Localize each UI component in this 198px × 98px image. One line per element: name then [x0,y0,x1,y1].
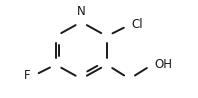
Text: OH: OH [154,58,172,71]
Text: N: N [77,5,86,18]
Text: Cl: Cl [132,18,143,31]
Text: F: F [24,69,31,83]
